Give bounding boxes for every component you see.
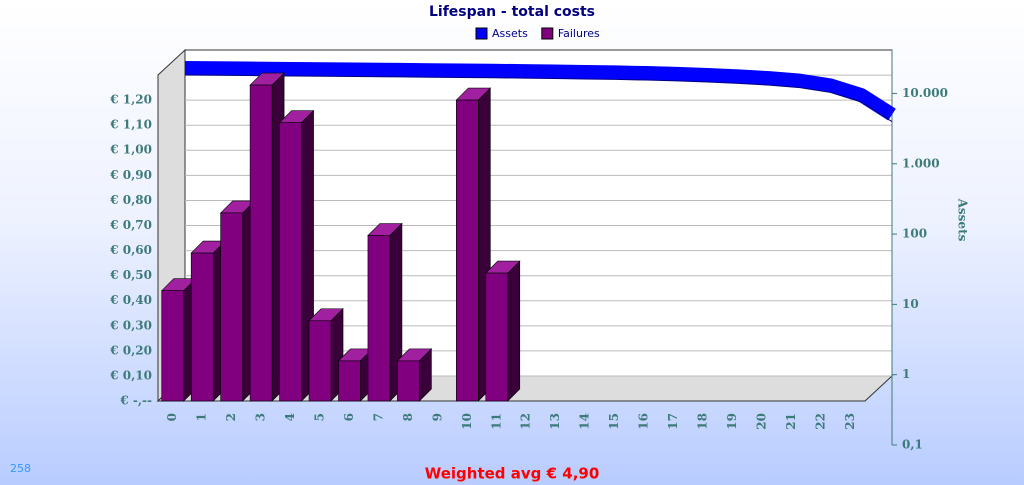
y-tick-label: € 1,00 [109,143,152,157]
y2-axis-label: Assets [956,198,970,242]
bar [367,235,391,402]
x-tick-label: 10 [460,413,474,430]
bar [190,252,214,402]
y-tick-label: € 0,80 [109,193,152,207]
x-tick-label: 13 [548,413,562,430]
x-tick-label: 8 [401,413,415,421]
y2-tick-label: 0,1 [902,438,923,452]
y2-tick-label: 100 [902,227,927,241]
y-tick-label: € 0,60 [109,243,152,257]
y2-tick-label: 1 [902,367,910,381]
bar [338,360,361,402]
x-tick-label: 22 [813,413,827,430]
chart-title: Lifespan - total costs [429,4,595,20]
y2-tick-label: 1.000 [902,156,940,170]
x-tick-label: 20 [754,413,768,430]
y-tick-label: € 1,10 [109,118,152,132]
legend-label: Assets [492,27,528,40]
assets-ribbon-edge [184,74,893,123]
y-tick-label: € 0,10 [109,368,152,382]
y-tick-label: € 0,30 [109,318,152,332]
y-tick-label: € 0,50 [109,268,152,282]
x-tick-label: 0 [165,413,179,421]
bar [161,290,185,402]
y2-tick-label: 10 [902,297,919,311]
x-tick-label: 7 [371,413,385,421]
x-tick-label: 6 [342,413,356,421]
bar-side [507,260,521,402]
x-tick-label: 15 [607,413,621,430]
x-tick-label: 16 [637,413,651,430]
x-tick-label: 1 [195,413,209,421]
legend-swatch [475,27,488,40]
x-tick-label: 19 [725,413,739,430]
bar [456,99,479,402]
x-tick-label: 9 [430,413,444,421]
x-tick-label: 12 [519,413,533,430]
legend-label: Failures [558,27,600,40]
footer: Weighted avg € 4,90 [425,465,600,483]
x-tick-label: 21 [784,413,798,430]
bar [397,360,420,402]
x-tick-label: 17 [666,413,680,430]
bar [279,122,302,402]
bar [220,212,243,402]
x-tick-label: 18 [695,413,709,430]
y-tick-label: € 1,20 [109,93,152,107]
assets-ribbon [184,61,896,121]
y2-tick-label: 10.000 [902,86,948,100]
bar [308,320,332,402]
x-tick-label: 5 [313,413,327,421]
x-tick-label: 2 [224,413,238,421]
y-tick-label: € 0,70 [109,218,152,232]
y-tick-label: € 0,40 [109,293,152,307]
x-tick-label: 11 [489,413,503,430]
x-tick-label: 23 [843,413,857,430]
bar [485,272,509,402]
y-tick-label: € 0,20 [109,343,152,357]
legend-swatch [541,27,554,40]
x-tick-label: 3 [254,413,268,421]
x-tick-label: 14 [578,413,592,430]
bar [249,84,273,402]
y-tick-label: € -,-- [119,394,152,408]
y-tick-label: € 0,90 [109,168,152,182]
x-tick-label: 4 [283,413,297,421]
corner-label: 258 [10,462,31,475]
